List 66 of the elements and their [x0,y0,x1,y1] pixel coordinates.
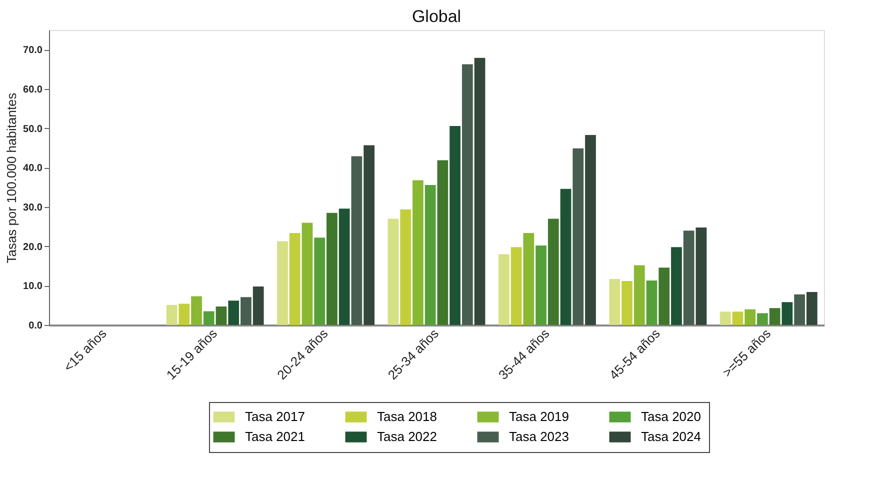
y-axis-title: Tasas por 100.000 habitantes [4,92,20,264]
legend-label: Tasa 2022 [377,429,437,444]
bar [412,180,424,325]
bar [769,308,780,325]
bar [437,160,448,325]
bar [683,230,694,325]
bar [696,227,707,325]
bar [732,312,744,325]
bar [216,306,227,325]
bar [609,278,620,325]
bar [782,302,793,325]
bar [806,292,818,325]
bar [178,304,190,325]
bar [228,300,240,325]
bar [277,241,288,325]
bar [252,286,264,325]
bar [191,296,202,325]
bar [424,184,436,325]
bar [671,247,682,325]
bar [498,254,510,325]
legend-label: Tasa 2021 [245,429,305,444]
y-tick-label: 60.0 [23,84,43,96]
bar [560,188,572,325]
y-tick-label: 50.0 [23,124,43,135]
bar [240,297,252,325]
bar [400,209,412,325]
bar [572,148,584,325]
bar [548,218,559,325]
legend-label: Tasa 2020 [641,409,701,424]
bar [289,232,300,325]
bar [646,280,658,325]
bar [622,280,632,325]
legend-label: Tasa 2019 [509,409,569,424]
bar [462,64,473,325]
bar [634,265,645,325]
bar [536,246,546,325]
bar [510,247,522,325]
legend-label: Tasa 2023 [509,429,569,444]
bar [744,309,756,325]
y-tick-label: 40.0 [23,163,43,174]
bar [388,218,399,325]
bar [351,156,362,325]
bar [450,126,460,325]
bar [203,311,214,325]
y-tick-label: 30.0 [23,202,43,214]
bar [757,313,768,325]
legend-label: Tasa 2018 [377,409,437,424]
bar [523,232,534,325]
y-tick-label: 20.0 [23,242,43,253]
y-tick-label: 70.0 [23,45,43,56]
bar [326,212,338,325]
y-tick-label: 0.0 [28,320,43,332]
bar [166,304,178,325]
legend-label: Tasa 2024 [641,429,701,444]
bar [364,145,374,325]
chart-title: Global [412,7,462,26]
bar [474,58,486,325]
bar [302,222,313,325]
bar [585,135,596,325]
bar [658,268,670,325]
bar [338,208,350,325]
bar [720,312,731,325]
y-tick-label: 10.0 [23,281,43,292]
legend-label: Tasa 2017 [245,409,305,424]
bar [794,294,805,325]
bar [314,238,326,325]
